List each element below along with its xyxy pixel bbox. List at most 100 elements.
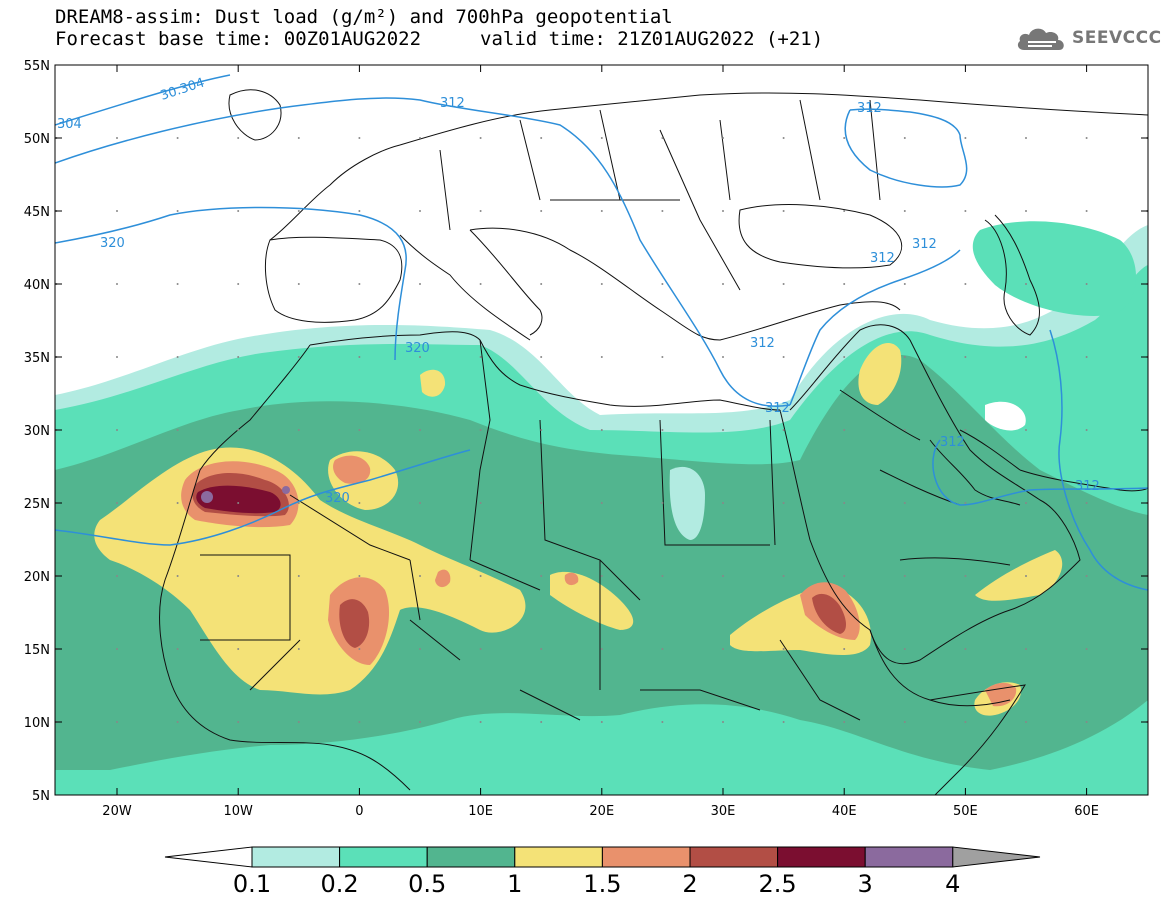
grid-dot [540,648,543,650]
grid-dot [1025,429,1027,431]
grid-dot [1085,648,1088,650]
grid-dot [903,429,906,431]
grid-dot [479,356,482,358]
grid-dot [540,502,543,504]
grid-dot [297,575,300,577]
grid-dot [176,429,179,431]
seevccc-logo: SEEVCCC [1016,24,1162,52]
grid-dot [116,137,118,139]
grid-dot [297,137,300,139]
grid-dot [176,721,179,723]
grid-dot [843,575,846,577]
grid-dot [1025,575,1027,577]
colorbar-level-label: 0.1 [232,870,272,898]
grid-dot [661,648,664,650]
grid-dot [419,137,421,139]
grid-dot [540,575,543,577]
grid-dot [1025,648,1027,650]
grid-dot [722,575,724,577]
chart-title: DREAM8-assim: Dust load (g/m²) and 700hP… [55,6,673,28]
grid-dot [903,721,906,723]
grid-dot [176,283,179,285]
grid-dot [903,210,906,212]
lat-label: 40N [24,278,50,293]
grid-dot [722,721,724,723]
contour-label: 312 [750,336,775,351]
grid-dot [661,429,664,431]
colorbar-level-label: 0.5 [408,870,447,898]
grid-dot [843,283,846,285]
lon-label: 40E [832,804,857,819]
colorbar-swatch [426,846,516,868]
grid-dot [661,137,664,139]
grid-dot [903,137,906,139]
colorbar-level-label: 1 [507,870,523,898]
grid-dot [297,283,300,285]
geopotential-contours [55,74,1148,591]
grid-dot [540,356,543,358]
colorbar-level-label: 4 [945,870,961,898]
grid-dot [964,210,967,212]
grid-dot [964,502,967,504]
grid-dot [782,356,785,358]
grid-dot [1085,283,1088,285]
grid-dot [782,210,785,212]
grid-dot [903,283,906,285]
grid-dot [843,137,846,139]
contour-label: 320 [100,236,125,251]
lon-label: 30E [711,804,736,819]
grid-dot [903,575,906,577]
grid-dot [1025,502,1027,504]
grid-dot [782,429,785,431]
grid-dot [237,502,240,504]
grid-dot [964,137,967,139]
lon-label: 20W [102,804,132,819]
grid-dot [540,429,543,431]
grid-dot [661,210,664,212]
contour-label: 320 [325,491,350,506]
grid-dot [722,283,724,285]
grid-dot [237,356,240,358]
contour-label: 312 [940,435,965,450]
grid-dot [116,575,118,577]
grid-dot [297,648,300,650]
grid-dot [540,721,543,723]
grid-dot [964,648,967,650]
grid-dot [600,502,603,504]
grid-dot [661,356,664,358]
grid-dot [419,721,421,723]
grid-dot [661,283,664,285]
grid-dot [176,648,179,650]
grid-dot [1085,356,1088,358]
lat-label: 10N [24,716,50,731]
grid-dot [297,210,300,212]
contour-label: 312 [765,401,790,416]
colorbar-swatch [514,846,603,868]
grid-dot [661,575,664,577]
lat-label: 50N [24,132,50,147]
grid-dot [600,356,603,358]
grid-dot [297,502,300,504]
grid-dot [358,283,361,285]
grid-dot [116,210,118,212]
grid-dot [419,283,421,285]
grid-dot [1085,210,1088,212]
longitude-axis: 20W 10W 0 10E 20E 30E 40E 50E 60E [102,65,1099,819]
grid-dot [540,137,543,139]
grid-dot [903,356,906,358]
grid-dot [479,721,482,723]
grid-dot [782,575,785,577]
grid-dot [600,721,603,723]
grid-dot [116,648,118,650]
grid-dot [722,502,724,504]
grid-dot [237,283,240,285]
colorbar-over [952,846,1041,868]
colorbar-swatch [689,846,779,868]
grid-dot [419,356,421,358]
dust-field [55,221,1148,795]
grid-dot [722,137,724,139]
grid-dot [600,429,603,431]
grid-dot [479,429,482,431]
grid-dot [176,356,179,358]
grid-dot [1025,356,1027,358]
